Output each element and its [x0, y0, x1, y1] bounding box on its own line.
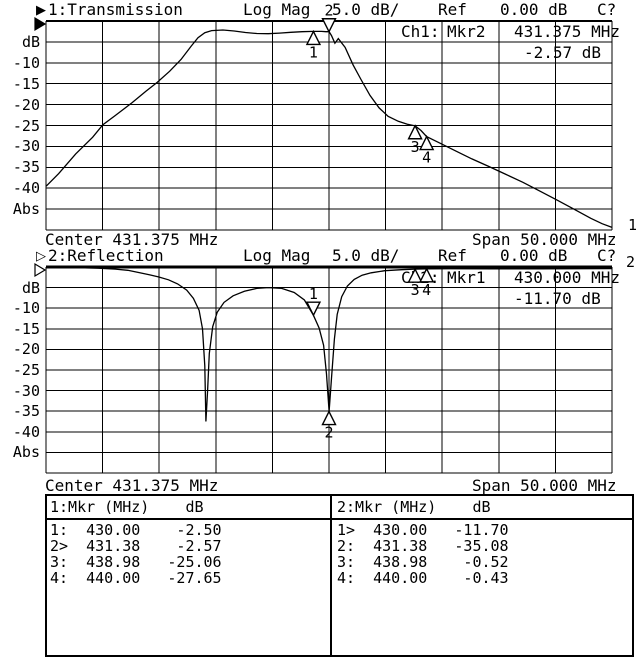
channel2-ref-value: 0.00 dB	[500, 246, 568, 265]
channel2-center-label: Center 431.375 MHz	[45, 476, 219, 495]
channel2-trace-number: 2	[626, 253, 636, 271]
channel1-trace-number: 1	[628, 216, 638, 234]
channel1-readout-marker: Mkr2	[447, 22, 486, 41]
channel2-span-label: Span 50.000 MHz	[472, 476, 617, 495]
ref-level-indicator-icon	[34, 16, 47, 32]
channel1-ref-label: Ref	[438, 0, 467, 19]
channel1-readout-freq: 431.375 MHz	[514, 22, 620, 41]
channel1-text-layer: ▶ 1:Transmission Log Mag 5.0 dB/ Ref 0.0…	[0, 0, 640, 249]
svg-text:4: 4	[422, 149, 431, 167]
marker-table-divider	[330, 496, 332, 655]
y-axis-label-ch1: -35	[12, 158, 40, 177]
marker-2-symbol-ch2: 2	[321, 409, 337, 442]
marker-table-left-row-4: 4: 440.00 -27.65	[50, 569, 222, 587]
marker-3-symbol-ch1: 3	[407, 124, 423, 156]
marker-4-symbol-ch1: 4	[419, 135, 435, 167]
channel2-readout-marker: Mkr1	[447, 268, 486, 287]
svg-text:4: 4	[422, 281, 431, 299]
svg-text:3: 3	[411, 138, 420, 156]
marker-2-symbol-ch1: 2	[321, 2, 337, 34]
y-axis-label-ch1: -20	[12, 95, 40, 114]
channel1-readout-channel: Ch1:	[401, 22, 440, 41]
channel1-active-indicator-icon: ▶	[36, 3, 46, 18]
channel1-center-label: Center 431.375 MHz	[45, 230, 219, 249]
y-axis-label-ch2: -40	[12, 422, 40, 441]
channel2-scale: 5.0 dB/	[332, 246, 400, 265]
trace-reflection	[46, 266, 613, 422]
channel2-format: Log Mag	[243, 246, 311, 265]
y-axis-label-ch1: -10	[12, 53, 40, 72]
y-axis-label-ch1: -30	[12, 137, 40, 156]
y-axis-label-ch2: dB	[21, 278, 40, 297]
marker-table-left-header: 1:Mkr (MHz) dB	[50, 498, 204, 516]
marker-1-symbol-ch1: 1	[305, 29, 322, 61]
channel1-ref-value: 0.00 dB	[500, 0, 568, 19]
y-axis-label-ch2: -20	[12, 340, 40, 359]
svg-text:2: 2	[324, 424, 333, 442]
marker-table-left-row-1: 1: 430.00 -2.50	[50, 521, 222, 539]
marker-table: 1:Mkr (MHz) dB 1: 430.00 -2.50 2> 431.38…	[45, 494, 634, 657]
marker-table-right-row-3: 3: 438.98 -0.52	[337, 553, 509, 571]
y-axis-label-ch2: -15	[12, 319, 40, 338]
marker-4-symbol-ch2: 4	[419, 267, 435, 299]
channel1-readout-value: -2.57 dB	[524, 43, 602, 62]
y-axis-label-ch1: -40	[12, 179, 40, 198]
channel1-scale: 5.0 dB/	[332, 0, 400, 19]
svg-text:3: 3	[411, 281, 420, 299]
graticule-ch2	[45, 265, 613, 474]
channel2-readout-freq: 430.000 MHz	[514, 268, 620, 287]
marker-3-symbol-ch2: 3	[407, 267, 423, 299]
marker-table-header-rule	[47, 518, 632, 520]
channel2-title: 2:Reflection	[48, 246, 164, 265]
marker-table-right-row-1: 1> 430.00 -11.70	[337, 521, 509, 539]
y-axis-label-ch2: -35	[12, 402, 40, 421]
channel2-ref-label: Ref	[438, 246, 467, 265]
svg-text:1: 1	[309, 285, 318, 303]
y-axis-label-ch1: -15	[12, 74, 40, 93]
chann2-cal-status: C?	[597, 246, 617, 265]
channel2-active-indicator-icon: ▷	[36, 249, 46, 264]
channel1-cal-status: C?	[597, 0, 617, 19]
y-axis-label-ch1: dB	[21, 32, 40, 51]
y-axis-label-ch1: -25	[12, 116, 40, 135]
channel1-title: 1:Transmission	[48, 0, 183, 19]
marker-table-right-row-2: 2: 431.38 -35.08	[337, 537, 509, 555]
y-axis-label-ch2: -25	[12, 361, 40, 379]
marker-table-right-row-4: 4: 440.00 -0.43	[337, 569, 509, 587]
y-axis-label-ch2: -30	[12, 381, 40, 400]
svg-text:2: 2	[324, 2, 333, 20]
marker-1-symbol-ch2: 1	[305, 285, 322, 317]
channel2-readout-value: -11.70 dB	[514, 289, 601, 308]
y-axis-label-ch2: Abs	[12, 443, 40, 462]
svg-text:1: 1	[309, 43, 318, 61]
y-axis-label-ch2: -10	[12, 299, 40, 318]
marker-table-right-header: 2:Mkr (MHz) dB	[337, 498, 491, 516]
marker-table-left-row-3: 3: 438.98 -25.06	[50, 553, 222, 571]
channel1-span-label: Span 50.000 MHz	[472, 230, 617, 249]
ref-level-indicator-icon	[34, 262, 47, 278]
channel1-format: Log Mag	[243, 0, 311, 19]
channel2-text-layer: ▷ 2:Reflection Log Mag 5.0 dB/ Ref 0.00 …	[0, 246, 640, 496]
marker-table-left-row-2: 2> 431.38 -2.57	[50, 537, 222, 555]
y-axis-label-ch1: Abs	[12, 200, 40, 219]
